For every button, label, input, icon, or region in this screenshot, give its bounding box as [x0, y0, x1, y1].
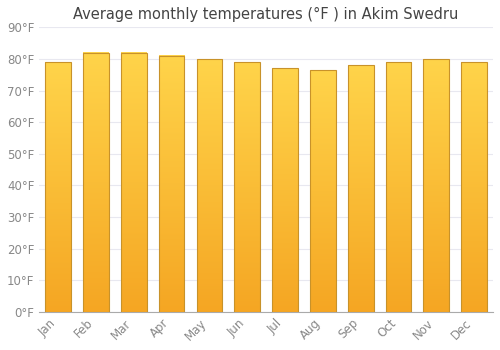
Bar [83, 52, 109, 312]
Title: Average monthly temperatures (°F ) in Akim Swedru: Average monthly temperatures (°F ) in Ak… [74, 7, 459, 22]
Bar [272, 68, 298, 312]
Bar [348, 65, 374, 312]
Bar [45, 62, 71, 312]
Bar [424, 59, 449, 312]
Bar [196, 59, 222, 312]
Bar [121, 52, 146, 312]
Bar [234, 62, 260, 312]
Bar [310, 70, 336, 312]
Bar [158, 56, 184, 312]
Bar [386, 62, 411, 312]
Bar [462, 62, 487, 312]
